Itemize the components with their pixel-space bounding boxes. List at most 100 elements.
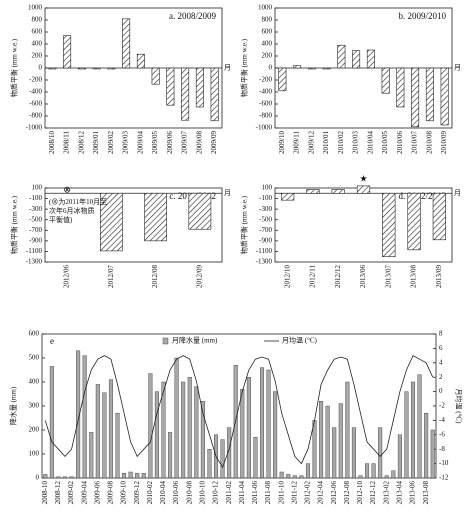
panel-title: d. 2012/2013 (398, 191, 446, 201)
y-tick-label: -600 (259, 100, 272, 108)
bar (56, 476, 61, 479)
x-tick-label: 2009/12 (307, 131, 315, 154)
bar (82, 355, 87, 479)
bar (281, 192, 295, 201)
bar (397, 434, 402, 479)
y-tick-label: -600 (29, 100, 42, 108)
bar (358, 475, 363, 479)
x-tick-label: 2010/07 (411, 131, 419, 154)
bar (89, 432, 94, 479)
x-unit: 月 (224, 64, 231, 72)
y-tick-label: -100 (29, 194, 42, 202)
x-tick-label: 2009/01 (92, 131, 100, 154)
x-tick-label: 2008/11 (63, 131, 71, 154)
y-tick-label: -300 (29, 205, 42, 213)
x-tick-label: 2012-04 (317, 481, 325, 505)
bar (322, 67, 331, 70)
bar (299, 475, 304, 479)
y-tick-label: -800 (29, 112, 42, 120)
bar (77, 67, 86, 70)
x-tick-label: 2009/02 (107, 131, 115, 154)
y-tick-label: 1000 (258, 4, 273, 12)
y-tick-label: -800 (259, 112, 272, 120)
bar (425, 67, 434, 122)
x-tick-label: 2013/06 (359, 265, 367, 288)
bar (122, 473, 127, 479)
annotation: (⊗为2011年10月至 (49, 197, 107, 206)
bar (407, 192, 421, 251)
y-tick-label: -900 (29, 236, 42, 244)
bar (391, 470, 396, 479)
y-tick-label: -1100 (256, 247, 273, 255)
x-tick-label: 2010-10 (198, 481, 206, 505)
y-tick-label: 100 (262, 184, 273, 192)
bar (384, 475, 389, 479)
bar (220, 439, 225, 479)
y-tick-label: -6 (439, 430, 445, 438)
bar (266, 369, 271, 479)
bar (161, 381, 166, 479)
bar (292, 475, 297, 479)
y-tick-label: 4 (439, 358, 443, 366)
x-tick-label: 2013-06 (409, 481, 417, 505)
bar (144, 192, 167, 242)
bar (108, 379, 113, 479)
y-tick-label: -12 (439, 474, 449, 482)
y-tick-label: 0 (439, 387, 443, 395)
y-tick-label: 800 (262, 16, 273, 24)
bar (279, 471, 284, 479)
bar (76, 350, 81, 479)
panel-title: a. 2008/2009 (169, 11, 216, 21)
y2-axis-label: 月均温 (°C) (454, 389, 463, 425)
x-tick-label: 2009/10 (278, 131, 286, 154)
y-tick-label: -100 (259, 194, 272, 202)
x-tick-label: 2008/12 (77, 131, 85, 154)
x-tick-label: 2008-10 (41, 481, 49, 505)
y-tick-label: 100 (32, 184, 43, 192)
x-tick-label: 2010/03 (352, 131, 360, 154)
bar (174, 357, 179, 479)
y-tick-label: -500 (29, 215, 42, 223)
y-tick-label: -1300 (26, 258, 43, 266)
x-tick-label: 2013/08 (410, 265, 418, 288)
y-tick-label: 600 (32, 28, 43, 36)
y-tick-label: 200 (262, 52, 273, 60)
x-tick-label: 2008/10 (48, 131, 56, 154)
x-tick-label: 2009/04 (136, 131, 144, 154)
y-tick-label: 1000 (28, 4, 43, 12)
bar (227, 427, 232, 479)
x-tick-label: 2010-04 (159, 481, 167, 505)
bar (128, 471, 133, 479)
plot-frame (44, 187, 223, 263)
y-tick-label: 400 (262, 40, 273, 48)
x-tick-label: 2012/06 (63, 265, 71, 288)
bar (411, 67, 420, 128)
y-tick-label: -1300 (256, 258, 273, 266)
x-unit: 月 (454, 64, 461, 72)
annotation: 平衡值) (49, 215, 73, 224)
bar (69, 476, 74, 479)
bar (253, 437, 258, 479)
x-tick-label: 2010/08 (425, 131, 433, 154)
bar (102, 392, 107, 479)
x-tick-label: 2010-02 (146, 481, 154, 505)
x-tick-label: 2012/12 (334, 265, 342, 288)
legend-label: 月均温 (°C) (282, 336, 318, 345)
bar (49, 366, 54, 479)
bar (332, 427, 337, 479)
y-tick-label: -500 (259, 215, 272, 223)
y-tick-label: 200 (29, 426, 40, 434)
bar (312, 420, 317, 479)
bar (440, 67, 449, 126)
bar (240, 389, 245, 479)
bar (115, 413, 120, 479)
x-unit: 月 (454, 189, 461, 197)
y-axis-label: 物质平衡 (mm w.e.) (240, 38, 249, 97)
bar (430, 429, 435, 479)
bar (286, 474, 291, 479)
bar (246, 377, 251, 479)
x-tick-label: 2013-02 (382, 481, 390, 505)
bar (365, 463, 370, 479)
bar (200, 401, 205, 479)
